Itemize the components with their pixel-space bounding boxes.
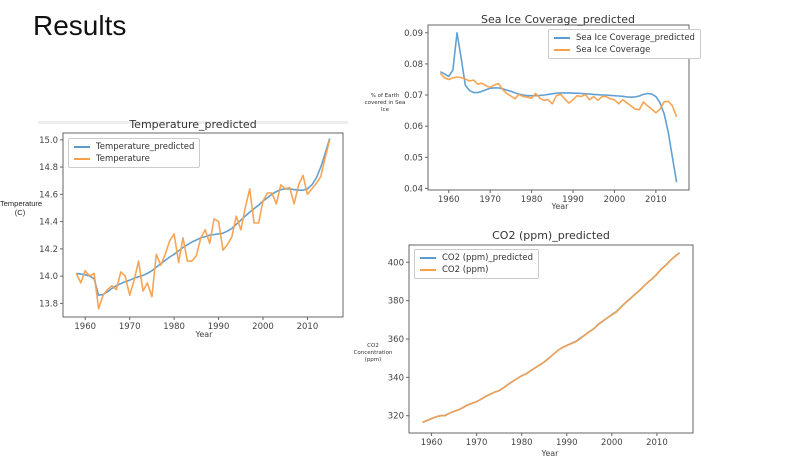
sea-ice-xtick-label: 1960 <box>438 195 460 205</box>
co2-chart-legend: CO2 (ppm)_predicted CO2 (ppm) <box>414 249 540 279</box>
legend-item: Sea Ice Coverage_predicted <box>554 32 695 44</box>
legend-swatch-predicted <box>554 37 570 39</box>
sea-ice-predicted-line <box>440 31 678 183</box>
co2-xtick-label: 1970 <box>466 438 488 448</box>
sea-ice-chart-legend: Sea Ice Coverage_predicted Sea Ice Cover… <box>548 29 701 59</box>
temperature-xtick-label: 2000 <box>252 322 274 332</box>
legend-swatch-actual <box>554 49 570 51</box>
temperature-ytick-label: 14.4 <box>39 218 58 228</box>
sea-ice-chart-xlabel: Year <box>551 202 569 211</box>
temperature-ytick-label: 14.0 <box>39 272 58 282</box>
divider <box>38 121 348 124</box>
temperature-chart-ylabel: Temperature (C) <box>0 199 43 217</box>
temperature-ytick-label: 14.6 <box>39 190 58 200</box>
sea-ice-ytick-label: 0.07 <box>404 91 423 101</box>
sea-ice-ytick-label: 0.05 <box>404 153 423 163</box>
co2-xtick-label: 1990 <box>556 438 578 448</box>
temperature-axes-frame <box>62 132 344 318</box>
sea-ice-ytick-label: 0.06 <box>404 122 423 132</box>
legend-label: CO2 (ppm)_predicted <box>442 253 534 263</box>
temperature-xtick-label: 1970 <box>119 322 141 332</box>
legend-item: Sea Ice Coverage <box>554 44 695 56</box>
temperature-xtick-label: 1960 <box>74 322 96 332</box>
sea-ice-chart-title: Sea Ice Coverage_predicted <box>481 13 635 26</box>
co2-ytick-label: 360 <box>388 335 404 345</box>
legend-swatch-actual <box>74 158 90 160</box>
legend-label: Temperature <box>96 154 150 164</box>
temperature-ytick-label: 13.8 <box>39 299 58 309</box>
sea-ice-axes-frame <box>427 24 690 191</box>
temperature-chart-legend: Temperature_predicted Temperature <box>68 138 201 168</box>
sea-ice-actual-line <box>439 72 678 118</box>
sea-ice-ytick-label: 0.04 <box>404 184 423 194</box>
temperature-chart-xlabel: Year <box>195 330 213 339</box>
temperature-xtick-label: 1990 <box>208 322 230 332</box>
temperature-ytick-label: 14.2 <box>39 245 58 255</box>
co2-chart-xlabel: Year <box>541 449 559 458</box>
sea-ice-xtick-label: 1970 <box>479 195 501 205</box>
co2-chart-title: CO2 (ppm)_predicted <box>492 229 610 242</box>
temperature-chart-title: Temperature_predicted <box>129 118 257 131</box>
co2-xtick-label: 1980 <box>511 438 533 448</box>
co2-xtick-label: 2010 <box>646 438 668 448</box>
slide-heading: Results <box>33 10 127 41</box>
legend-item: CO2 (ppm) <box>420 264 533 276</box>
temperature-ytick-label: 15.0 <box>39 136 58 146</box>
co2-chart-ylabel: CO2 Concentration (ppm) <box>353 343 393 364</box>
legend-label: Sea Ice Coverage <box>576 45 651 55</box>
sea-ice-chart-ylabel: % of Earth covered in Sea Ice <box>364 93 406 114</box>
sea-ice-ytick-label: 0.08 <box>404 60 423 70</box>
legend-swatch-predicted <box>74 146 90 148</box>
sea-ice-xtick-label: 2010 <box>645 195 667 205</box>
legend-item: Temperature <box>74 153 194 165</box>
sea-ice-ytick-label: 0.09 <box>404 29 423 39</box>
co2-ytick-label: 380 <box>388 297 404 307</box>
legend-label: Temperature_predicted <box>96 142 195 152</box>
co2-xtick-label: 2000 <box>601 438 623 448</box>
sea-ice-xtick-label: 1980 <box>521 195 543 205</box>
co2-actual-line <box>422 252 681 424</box>
co2-ytick-label: 340 <box>388 373 404 383</box>
legend-item: Temperature_predicted <box>74 141 194 153</box>
legend-swatch-predicted <box>420 257 436 259</box>
legend-label: Sea Ice Coverage_predicted <box>576 33 695 43</box>
temperature-actual-line <box>75 139 331 310</box>
temperature-ytick-label: 14.8 <box>39 163 58 173</box>
sea-ice-xtick-label: 1990 <box>562 195 584 205</box>
legend-swatch-actual <box>420 269 436 271</box>
co2-xtick-label: 1960 <box>421 438 443 448</box>
temperature-xtick-label: 1980 <box>163 322 185 332</box>
sea-ice-xtick-label: 2000 <box>604 195 626 205</box>
temperature-xtick-label: 2010 <box>297 322 319 332</box>
legend-item: CO2 (ppm)_predicted <box>420 252 533 264</box>
legend-label: CO2 (ppm) <box>442 265 489 275</box>
co2-ytick-label: 320 <box>388 412 404 422</box>
co2-ytick-label: 400 <box>388 258 404 268</box>
